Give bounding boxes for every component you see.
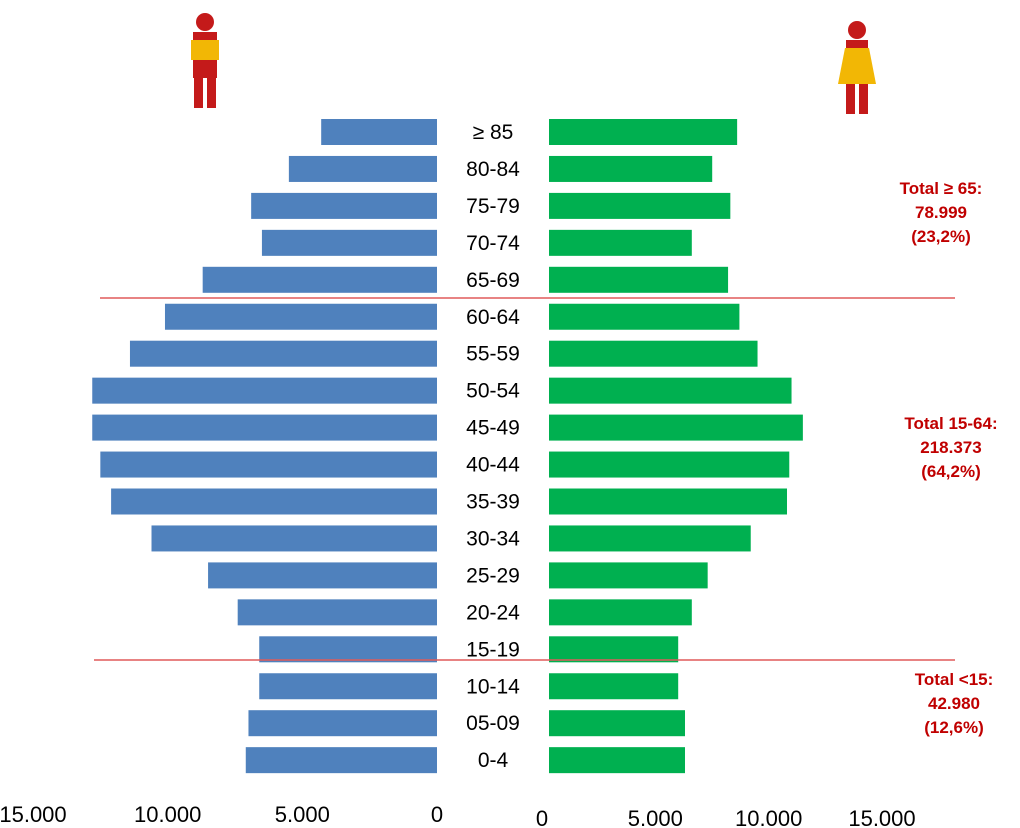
annotation-under-15-count: 42.980 <box>928 694 980 713</box>
male-bar <box>129 340 437 367</box>
left-axis-tick-label: 0 <box>431 802 443 827</box>
age-group-label: 75-79 <box>466 195 520 218</box>
male-bar <box>321 119 437 145</box>
annotation-under-15-title: Total <15: <box>914 670 994 689</box>
annotation-over-65-percent: (23,2%) <box>911 227 971 246</box>
female-bars <box>549 119 803 774</box>
female-bar <box>549 119 738 145</box>
male-bar <box>100 451 437 478</box>
annotation-under-15: Total <15: 42.980 (12,6%) <box>881 668 1020 740</box>
age-group-label: 55-59 <box>466 343 520 366</box>
age-group-label: 0-4 <box>478 749 509 772</box>
female-bar <box>549 451 790 478</box>
male-bar <box>288 155 437 182</box>
left-axis-ticks: 15.000 10.000 5.000 0 <box>0 802 443 827</box>
male-bar <box>202 266 437 293</box>
male-bar <box>208 562 437 589</box>
age-group-label: 50-54 <box>466 380 520 403</box>
right-axis-ticks: 0 5.000 10.000 15.000 <box>536 806 916 828</box>
age-group-label: 40-44 <box>466 454 520 477</box>
age-group-label: 30-34 <box>466 527 520 550</box>
male-figure-icon <box>191 13 219 108</box>
age-group-label: 25-29 <box>466 564 520 587</box>
annotation-15-64: Total 15-64: 218.373 (64,2%) <box>878 412 1020 484</box>
male-bar <box>164 303 437 330</box>
female-bar <box>549 229 692 256</box>
right-axis-tick-label: 0 <box>536 806 548 828</box>
female-bar <box>549 525 751 552</box>
female-bar <box>549 673 679 700</box>
right-axis-tick-label: 5.000 <box>628 806 683 828</box>
male-bar <box>261 229 437 256</box>
male-bar <box>259 673 437 700</box>
annotation-over-65-title: Total ≥ 65: <box>899 179 983 198</box>
female-bar <box>549 377 792 404</box>
age-group-label: 80-84 <box>466 158 520 181</box>
female-bar <box>549 266 729 293</box>
female-bar <box>549 710 685 737</box>
male-bar <box>259 636 437 663</box>
male-bar <box>151 525 438 552</box>
age-group-label: 35-39 <box>466 491 520 514</box>
age-group-label: ≥ 85 <box>473 121 514 144</box>
male-bars <box>92 119 438 774</box>
left-axis-tick-label: 15.000 <box>0 802 67 827</box>
female-bar <box>549 303 740 330</box>
age-group-label: 45-49 <box>466 417 520 440</box>
annotation-under-15-percent: (12,6%) <box>924 718 984 737</box>
female-bar <box>549 636 679 663</box>
annotation-over-65: Total ≥ 65: 78.999 (23,2%) <box>868 177 1014 249</box>
age-group-label: 05-09 <box>466 712 520 735</box>
male-bar <box>111 488 438 515</box>
female-bar <box>549 192 731 219</box>
age-group-label: 15-19 <box>466 638 520 661</box>
male-bar <box>248 710 437 737</box>
male-bar <box>245 747 437 774</box>
age-group-label: 20-24 <box>466 601 520 624</box>
annotation-15-64-percent: (64,2%) <box>921 462 981 481</box>
female-bar <box>549 562 708 589</box>
age-group-labels: ≥ 85 80-84 75-79 70-74 65-69 60-64 55-59 50-54 4… <box>466 121 520 772</box>
right-axis-tick-label: 10.000 <box>735 806 802 828</box>
male-bar <box>237 599 437 626</box>
left-axis-tick-label: 5.000 <box>275 802 330 827</box>
age-group-label: 70-74 <box>466 232 520 255</box>
annotation-15-64-title: Total 15-64: <box>904 414 998 433</box>
age-group-label: 60-64 <box>466 306 520 329</box>
female-bar <box>549 488 787 515</box>
annotation-15-64-count: 218.373 <box>920 438 982 457</box>
female-bar <box>549 414 803 441</box>
age-group-label: 10-14 <box>466 675 520 698</box>
annotation-over-65-count: 78.999 <box>915 203 967 222</box>
female-bar <box>549 155 713 182</box>
male-bar <box>92 377 438 404</box>
female-figure-icon <box>838 21 876 114</box>
female-bar <box>549 747 685 774</box>
right-axis-tick-label: 15.000 <box>848 806 915 828</box>
male-bar <box>92 414 438 441</box>
female-bar <box>549 599 692 626</box>
age-group-label: 65-69 <box>466 269 520 292</box>
left-axis-tick-label: 10.000 <box>134 802 201 827</box>
male-bar <box>251 192 437 219</box>
female-bar <box>549 340 758 367</box>
